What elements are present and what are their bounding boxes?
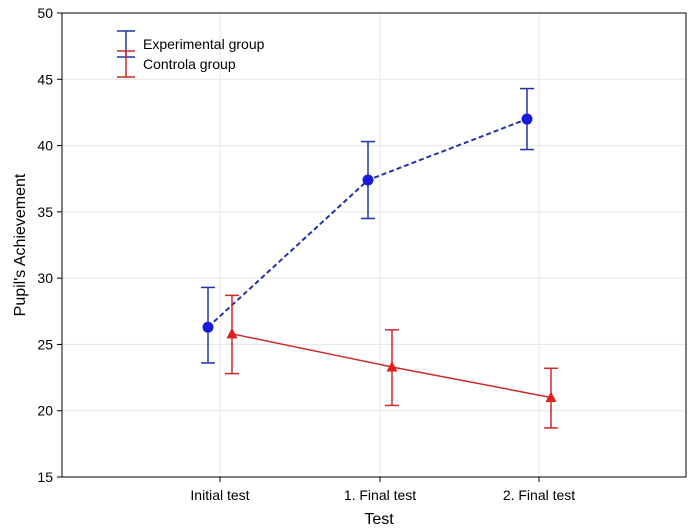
data-point-circle xyxy=(521,113,533,125)
y-tick-label: 15 xyxy=(37,469,53,485)
data-point-triangle xyxy=(386,360,398,372)
y-tick-label: 30 xyxy=(37,270,53,286)
grid xyxy=(62,13,686,477)
y-tick-label: 25 xyxy=(37,336,53,352)
plot-area-frame xyxy=(61,12,687,478)
x-axis-title: Test xyxy=(364,511,394,528)
legend-item-0: Experimental group xyxy=(117,30,265,58)
data-point-circle xyxy=(202,321,214,333)
y-tick-label: 40 xyxy=(37,138,53,154)
series-0 xyxy=(201,87,534,364)
x-tick-label: 1. Final test xyxy=(344,487,416,503)
series-layer xyxy=(201,87,558,429)
y-axis-title: Pupil's Achievement xyxy=(12,173,29,316)
y-tick-label: 20 xyxy=(37,403,53,419)
x-tick-label: Initial test xyxy=(190,487,249,503)
legend-item-1: Controla group xyxy=(117,50,236,78)
data-point-circle xyxy=(362,174,374,186)
legend: Experimental group Controla group xyxy=(117,30,265,78)
x-tick-label: 2. Final test xyxy=(503,487,575,503)
x-axis-ticks: Initial test 1. Final test 2. Final test xyxy=(190,477,575,503)
y-axis-ticks: 15 20 25 30 35 40 45 50 xyxy=(37,5,62,485)
series-1 xyxy=(225,294,558,429)
y-tick-label: 50 xyxy=(37,5,53,21)
y-tick-label: 35 xyxy=(37,204,53,220)
y-tick-label: 45 xyxy=(37,71,53,87)
legend-label: Controla group xyxy=(143,56,236,72)
data-point-triangle xyxy=(545,391,557,402)
legend-label: Experimental group xyxy=(143,36,265,52)
data-point-triangle xyxy=(226,327,238,339)
